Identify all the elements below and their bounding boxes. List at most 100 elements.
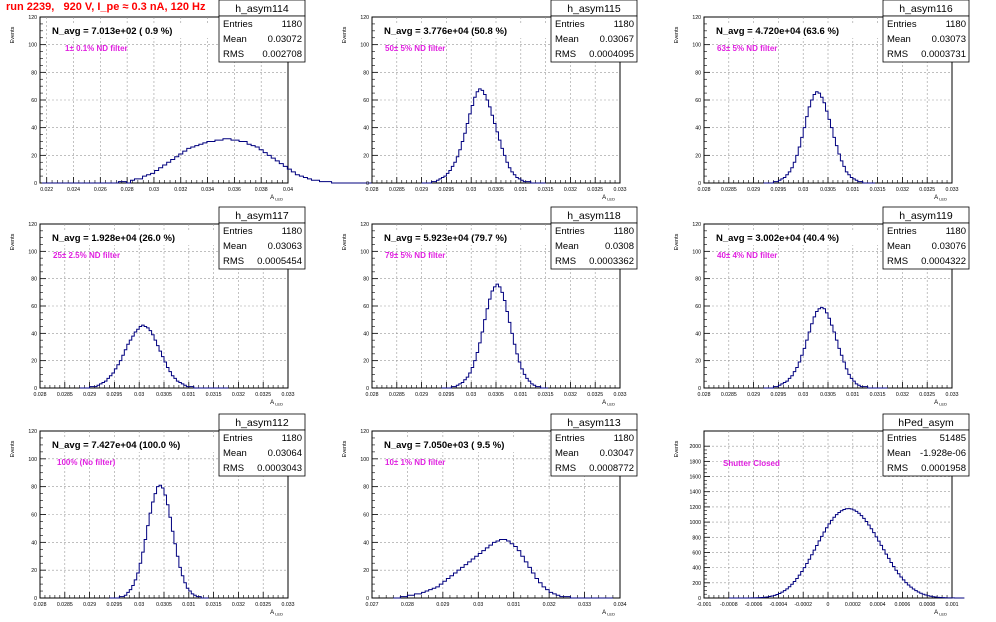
x-tick-label: 0.031	[846, 392, 859, 398]
histogram-name: h_asym118	[567, 210, 621, 222]
x-tick-label: 0.031	[182, 602, 195, 608]
y-axis-title: Events	[674, 26, 680, 43]
stats-value: 0.002708	[262, 49, 302, 60]
y-tick-label: 600	[692, 550, 701, 556]
y-tick-label: 200	[692, 581, 701, 587]
stats-box	[550, 429, 638, 477]
x-tick-label: 0.03	[149, 187, 159, 193]
y-tick-label: 2000	[689, 444, 701, 450]
x-tick-label: 0.0325	[255, 602, 271, 608]
y-tick-label: 40	[695, 331, 701, 337]
y-tick-label: 0	[698, 181, 701, 187]
navg-label: N_avg = 4.720e+04 (63.6 %)	[716, 26, 839, 37]
stats-value: 1180	[614, 226, 634, 237]
x-axis-title: A LED	[934, 195, 947, 202]
x-tick-label: 0.0315	[538, 187, 554, 193]
stats-key: Mean	[887, 241, 911, 252]
x-tick-label: 0	[827, 602, 830, 608]
histogram-panel-h_asym118: 0.028 0.0285 0.029 0.0295 0.03 0.0305 0.031 0.0…	[342, 206, 638, 407]
x-tick-label: 0.032	[232, 392, 245, 398]
x-tick-label: 0.001	[946, 602, 959, 608]
stats-value: 1180	[946, 19, 966, 30]
page-title: run 2239, 920 V, I_pe ≈ 0.3 nA, 120 Hz	[6, 1, 206, 13]
y-tick-label: 80	[31, 277, 37, 283]
x-tick-label: 0.029	[83, 602, 96, 608]
x-tick-label: 0.032	[564, 187, 577, 193]
x-tick-label: 0.027	[366, 602, 379, 608]
stats-key: Entries	[887, 19, 917, 30]
y-tick-label: 40	[31, 540, 37, 546]
x-tick-label: 0.03	[466, 392, 476, 398]
x-axis-title: A LED	[602, 400, 615, 407]
histogram-panel-h_asym119: 0.028 0.0285 0.029 0.0295 0.03 0.0305 0.031 0.0…	[674, 206, 970, 407]
stats-value: 0.03076	[932, 241, 966, 252]
y-tick-label: 80	[31, 70, 37, 76]
stats-value: 1180	[282, 433, 302, 444]
filter-label: 1± 0.1% ND filter	[65, 44, 128, 53]
y-tick-label: 80	[31, 485, 37, 491]
stats-key: Entries	[887, 226, 917, 237]
histogram-name: h_asym113	[567, 417, 621, 429]
x-tick-label: 0.029	[747, 187, 760, 193]
y-tick-label: 40	[363, 126, 369, 132]
x-tick-label: -0.0004	[770, 602, 788, 608]
y-axis-title: Events	[10, 233, 16, 250]
stats-key: Entries	[555, 19, 585, 30]
x-tick-label: 0.029	[436, 602, 449, 608]
stats-key: Mean	[555, 241, 579, 252]
histogram-panel-hPed_asym: -0.001 -0.0008 -0.0006 -0.0004 -0.0002 0 0.000…	[674, 413, 970, 617]
stats-value: 0.0003362	[589, 256, 634, 267]
y-tick-label: 40	[363, 540, 369, 546]
histogram-name: h_asym112	[235, 417, 289, 429]
y-tick-label: 60	[363, 98, 369, 104]
y-tick-label: 100	[692, 249, 701, 255]
stats-key: RMS	[223, 463, 244, 474]
y-tick-label: 60	[695, 98, 701, 104]
stats-value: 0.03047	[600, 448, 634, 459]
x-tick-label: 0.0305	[488, 187, 504, 193]
stats-key: Mean	[887, 34, 911, 45]
stats-key: RMS	[223, 256, 244, 267]
x-tick-label: 0.029	[747, 392, 760, 398]
stats-key: RMS	[887, 49, 908, 60]
stats-value: 1180	[282, 226, 302, 237]
navg-label: N_avg = 7.013e+02 ( 0.9 %)	[52, 26, 172, 37]
stats-box	[550, 222, 638, 270]
y-tick-label: 60	[363, 513, 369, 519]
navg-label: N_avg = 1.928e+04 (26.0 %)	[52, 233, 175, 244]
y-tick-label: 0	[34, 596, 37, 602]
x-tick-label: 0.0305	[820, 392, 836, 398]
histogram-line	[763, 306, 888, 389]
y-tick-label: 120	[360, 222, 369, 228]
y-tick-label: 800	[692, 535, 701, 541]
stats-key: RMS	[555, 49, 576, 60]
stats-value: 0.0004322	[921, 256, 966, 267]
x-tick-label: 0.034	[614, 602, 627, 608]
x-tick-label: 0.0315	[538, 392, 554, 398]
y-tick-label: 20	[695, 359, 701, 365]
stats-box	[550, 15, 638, 63]
histogram-panel-h_asym115: 0.028 0.0285 0.029 0.0295 0.03 0.0305 0.031 0.0…	[342, 0, 638, 202]
y-tick-label: 100	[28, 249, 37, 255]
x-tick-label: 0.03	[473, 602, 483, 608]
stats-value: 0.03073	[932, 34, 966, 45]
stats-key: Entries	[555, 226, 585, 237]
stats-value: 0.03063	[268, 241, 302, 252]
x-tick-label: 0.024	[67, 187, 80, 193]
navg-label-bg	[713, 23, 879, 38]
x-tick-label: 0.0285	[57, 602, 73, 608]
x-tick-label: 0.0325	[919, 187, 935, 193]
x-tick-label: 0.032	[564, 392, 577, 398]
y-axis-title: Events	[10, 26, 16, 43]
y-tick-label: 40	[31, 331, 37, 337]
navg-label-bg	[713, 230, 879, 245]
navg-label-bg	[381, 23, 547, 38]
y-tick-label: 60	[31, 98, 37, 104]
navg-label-bg	[49, 230, 215, 245]
x-tick-label: 0.0295	[438, 392, 454, 398]
x-tick-label: 0.0295	[438, 187, 454, 193]
x-tick-label: 0.03	[134, 602, 144, 608]
x-tick-label: 0.033	[282, 602, 295, 608]
stats-value: 0.0008772	[589, 463, 634, 474]
x-tick-label: 0.0295	[770, 392, 786, 398]
